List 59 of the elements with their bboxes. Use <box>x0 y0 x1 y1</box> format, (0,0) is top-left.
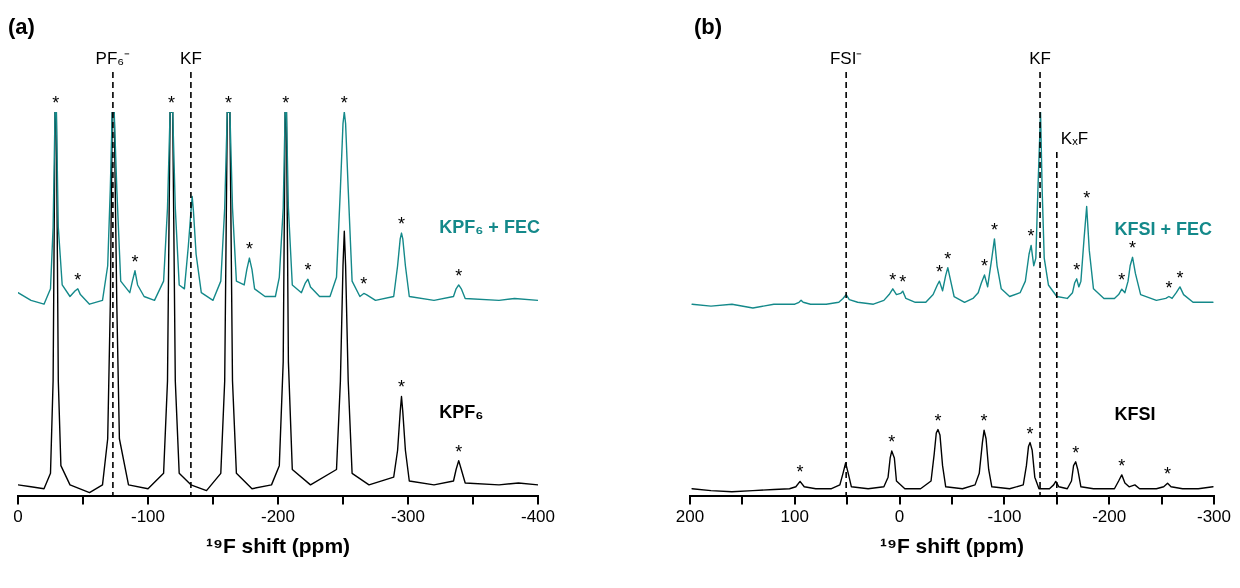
annotation: * <box>1176 267 1184 288</box>
chart-title: (a) <box>8 14 35 39</box>
x-tick-label: -100 <box>130 507 166 527</box>
x-tick-label: -400 <box>520 507 556 527</box>
annotation: * <box>944 248 952 269</box>
annotation: * <box>225 93 233 113</box>
annotation: * <box>1026 423 1034 444</box>
annotation: * <box>397 377 406 398</box>
annotation: * <box>1118 270 1126 291</box>
ref-line-label: KₓF <box>1060 129 1089 148</box>
annotation: * <box>74 269 82 290</box>
series-label: KFSI + FEC <box>1114 219 1212 240</box>
annotation: * <box>1129 238 1137 259</box>
annotation: * <box>899 272 907 293</box>
x-axis-title: ¹⁹F shift (ppm) <box>205 534 351 558</box>
annotation: * <box>455 441 463 462</box>
text: KPF₆ + FEC <box>439 217 540 238</box>
annotation: * <box>889 269 897 290</box>
ref-line-label: FSI⁻ <box>829 49 863 68</box>
annotation: * <box>340 93 348 113</box>
annotation: * <box>1165 277 1173 298</box>
ref-line-label: KF <box>1029 49 1051 68</box>
chart-title: (b) <box>694 14 723 39</box>
annotation: * <box>455 265 463 286</box>
annotation: * <box>888 432 896 453</box>
annotation: * <box>935 262 943 283</box>
ref-line-label: PF₆⁻ <box>95 49 131 68</box>
annotation: * <box>980 411 988 432</box>
annotation: * <box>1164 464 1172 485</box>
x-tick-label: 200 <box>675 507 705 527</box>
annotation: * <box>796 462 804 483</box>
annotation: * <box>282 93 290 113</box>
annotation: * <box>990 219 998 240</box>
series-label: KPF₆ <box>439 401 484 422</box>
x-tick-label: 0 <box>894 507 905 527</box>
x-tick-label: 0 <box>13 507 23 527</box>
annotation: * <box>360 274 368 295</box>
text: KFSI <box>1114 403 1156 424</box>
annotation: * <box>1118 455 1126 476</box>
x-tick-label: -200 <box>1092 507 1127 527</box>
x-tick-label: -200 <box>260 507 296 527</box>
annotation: * <box>304 260 312 281</box>
annotation: * <box>131 251 139 272</box>
x-tick-label: -100 <box>987 507 1022 527</box>
x-axis-title: ¹⁹F shift (ppm) <box>879 534 1025 558</box>
x-tick-label: 100 <box>780 507 809 527</box>
annotation: * <box>1027 226 1035 247</box>
annotation: * <box>167 93 175 113</box>
annotation: * <box>245 239 253 260</box>
annotation: * <box>934 410 942 431</box>
annotation: * <box>980 255 988 276</box>
annotation: * <box>1072 442 1080 463</box>
ref-line-label: KF <box>180 49 202 68</box>
annotation: * <box>397 214 406 235</box>
annotation: * <box>52 93 60 113</box>
x-tick-label: -300 <box>390 507 426 527</box>
annotation: * <box>1083 187 1091 208</box>
x-tick-label: -300 <box>1196 507 1232 527</box>
annotation: * <box>1073 259 1081 280</box>
